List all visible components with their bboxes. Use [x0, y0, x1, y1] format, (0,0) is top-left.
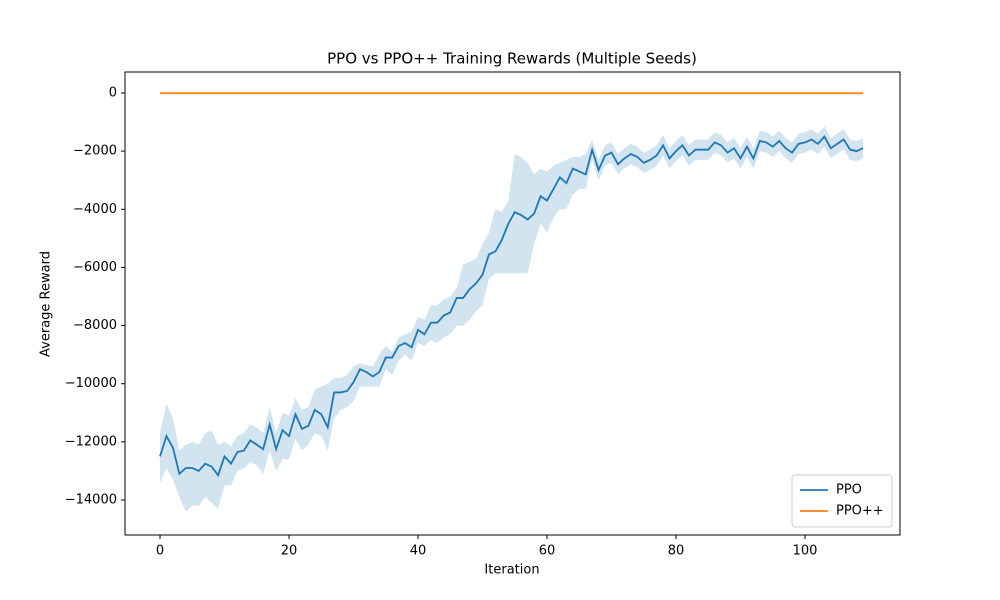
y-tick-label: −8000: [73, 318, 117, 333]
x-tick-label: 20: [281, 544, 298, 559]
y-tick-label: −14000: [65, 492, 117, 507]
x-tick-label: 0: [156, 544, 164, 559]
x-tick-label: 100: [793, 544, 818, 559]
x-tick-label: 40: [410, 544, 427, 559]
chart-title: PPO vs PPO++ Training Rewards (Multiple …: [327, 50, 697, 68]
plot-frame: [124, 71, 901, 536]
confidence-band: [160, 126, 864, 512]
x-tick-label: 80: [668, 544, 685, 559]
y-tick-label: 0: [109, 85, 117, 100]
x-tick-label: 60: [539, 544, 556, 559]
y-axis-label: Average Reward: [39, 251, 54, 357]
y-tick-label: −2000: [73, 144, 117, 159]
legend-label: PPO++: [836, 504, 884, 519]
y-tick-label: −6000: [73, 260, 117, 275]
x-axis-label: Iteration: [484, 563, 539, 578]
legend-box: [791, 474, 893, 528]
series-line: [159, 135, 864, 478]
legend-label: PPO: [836, 483, 862, 498]
y-tick-label: −4000: [73, 202, 117, 217]
y-tick-label: −10000: [65, 376, 117, 391]
y-tick-label: −12000: [65, 434, 117, 449]
